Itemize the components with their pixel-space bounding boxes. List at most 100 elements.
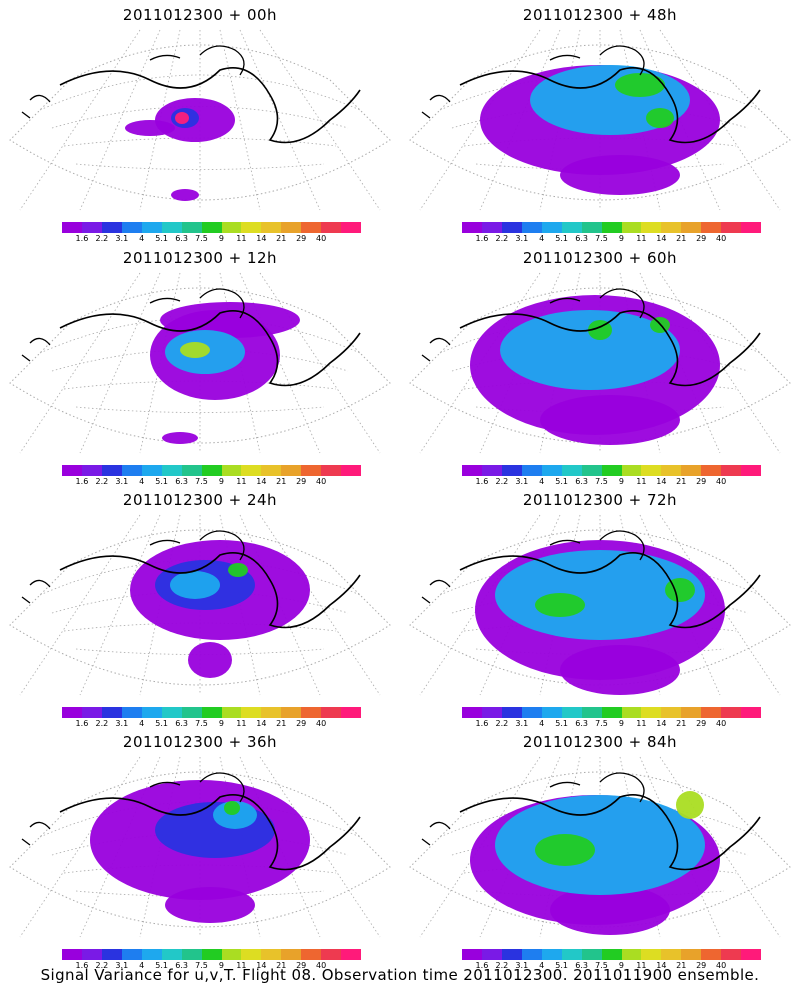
colorbar-labels: 1.6 2.2 3.1 4 5.1 6.3 7.5 9 11 14 21 29 40 [62,719,361,729]
colorbar [62,707,362,718]
meridian-line [79,756,161,938]
colorbar-label: 2.2 [95,719,109,728]
variance-contour [646,108,674,128]
colorbar-swatch [641,465,662,476]
colorbar-swatch [741,465,762,476]
latitude-line [75,163,325,170]
colorbar-label: 7.5 [595,961,608,970]
colorbar-label: 21 [676,477,687,486]
meridian-line [239,29,321,211]
colorbar-swatch [541,465,562,476]
colorbar-label: 9 [618,961,624,970]
colorbar-label: 11 [636,719,647,728]
colorbar-swatch [101,222,122,233]
colorbar-swatch [121,707,142,718]
variance-contour [171,189,199,201]
colorbar-label: 11 [236,477,247,486]
variance-contour [228,563,248,577]
panel-title: 2011012300 + 60h [522,249,678,267]
colorbar [62,949,362,960]
colorbar-swatch [681,222,702,233]
colorbar-swatch [462,707,482,718]
colorbar-swatch [661,465,682,476]
meridian-line [19,29,141,211]
coastline [421,337,451,362]
colorbar-swatch [462,222,482,233]
polar-map [409,756,791,938]
colorbar-label: 3.1 [515,719,529,728]
coastline [421,821,451,846]
panel-title: 2011012300 + 24h [122,491,278,509]
colorbar-label: 40 [716,477,727,486]
colorbar-swatch [581,707,602,718]
colorbar-swatch [701,222,722,233]
colorbar-label: 11 [236,234,247,243]
colorbar-label: 1.6 [75,961,89,970]
colorbar-swatch [241,465,262,476]
colorbar [462,949,762,960]
colorbar-swatch [201,949,222,960]
colorbar-label: 5.1 [155,719,169,728]
colorbar-label: 14 [656,961,667,970]
colorbar-label: 5.1 [555,477,569,486]
colorbar-swatch [741,707,762,718]
colorbar-label: 9 [218,961,224,970]
colorbar-swatch [462,465,482,476]
meridian-line [219,29,261,211]
variance-contour [162,432,198,444]
coastline [459,551,761,629]
colorbar-swatch [341,707,362,718]
colorbar-label: 1.6 [475,234,489,243]
colorbar [462,222,762,233]
colorbar-swatch [301,949,322,960]
coastline [149,772,245,803]
colorbar-label: 7.5 [595,234,608,243]
colorbar-swatch [621,707,642,718]
coastline [59,309,361,387]
colorbar-swatch [81,707,102,718]
colorbar-swatch [261,465,282,476]
colorbar-label: 21 [676,961,687,970]
colorbar-swatch [501,949,522,960]
colorbar-label: 29 [296,234,307,243]
colorbar-label: 14 [656,234,667,243]
meridian-line [259,756,381,938]
colorbar-swatch [221,949,242,960]
colorbar-label: 11 [236,719,247,728]
meridian-line [239,272,321,454]
polar-map [409,29,791,211]
colorbar-label: 3.1 [115,961,129,970]
latitude-line [75,406,325,413]
colorbar-label: 29 [696,719,707,728]
colorbar-swatch [241,949,262,960]
colorbar-swatch [601,222,622,233]
colorbar-labels: 1.6 2.2 3.1 4 5.1 6.3 7.5 9 11 14 21 29 40 [62,234,361,244]
variance-contour [180,342,210,358]
map-panel: 2011012300 + 36h 1.6 2.2 3.1 4 5.1 6.3 7.5 9 11 14… [0,727,400,970]
colorbar-swatch [521,465,542,476]
colorbar-swatch [521,222,542,233]
colorbar-label: 29 [296,961,307,970]
colorbar-swatch [721,222,742,233]
latitude-line [51,833,349,856]
colorbar-label: 7.5 [595,477,608,486]
colorbar-swatch [462,949,482,960]
coastline [21,579,51,604]
coastline [59,793,361,871]
colorbar-swatch [701,707,722,718]
variance-contour [188,642,232,678]
meridian-line [639,272,721,454]
colorbar-swatch [121,465,142,476]
coastline [421,579,451,604]
meridian-line [259,514,381,696]
colorbar-swatch [581,949,602,960]
colorbar-swatch [181,465,202,476]
variance-contour [535,834,595,866]
colorbar-swatch [301,222,322,233]
colorbar-label: 3.1 [115,234,129,243]
colorbar-swatch [81,222,102,233]
meridian-line [259,29,381,211]
meridian-line [79,29,161,211]
colorbar-swatch [221,465,242,476]
colorbar-label: 29 [296,477,307,486]
